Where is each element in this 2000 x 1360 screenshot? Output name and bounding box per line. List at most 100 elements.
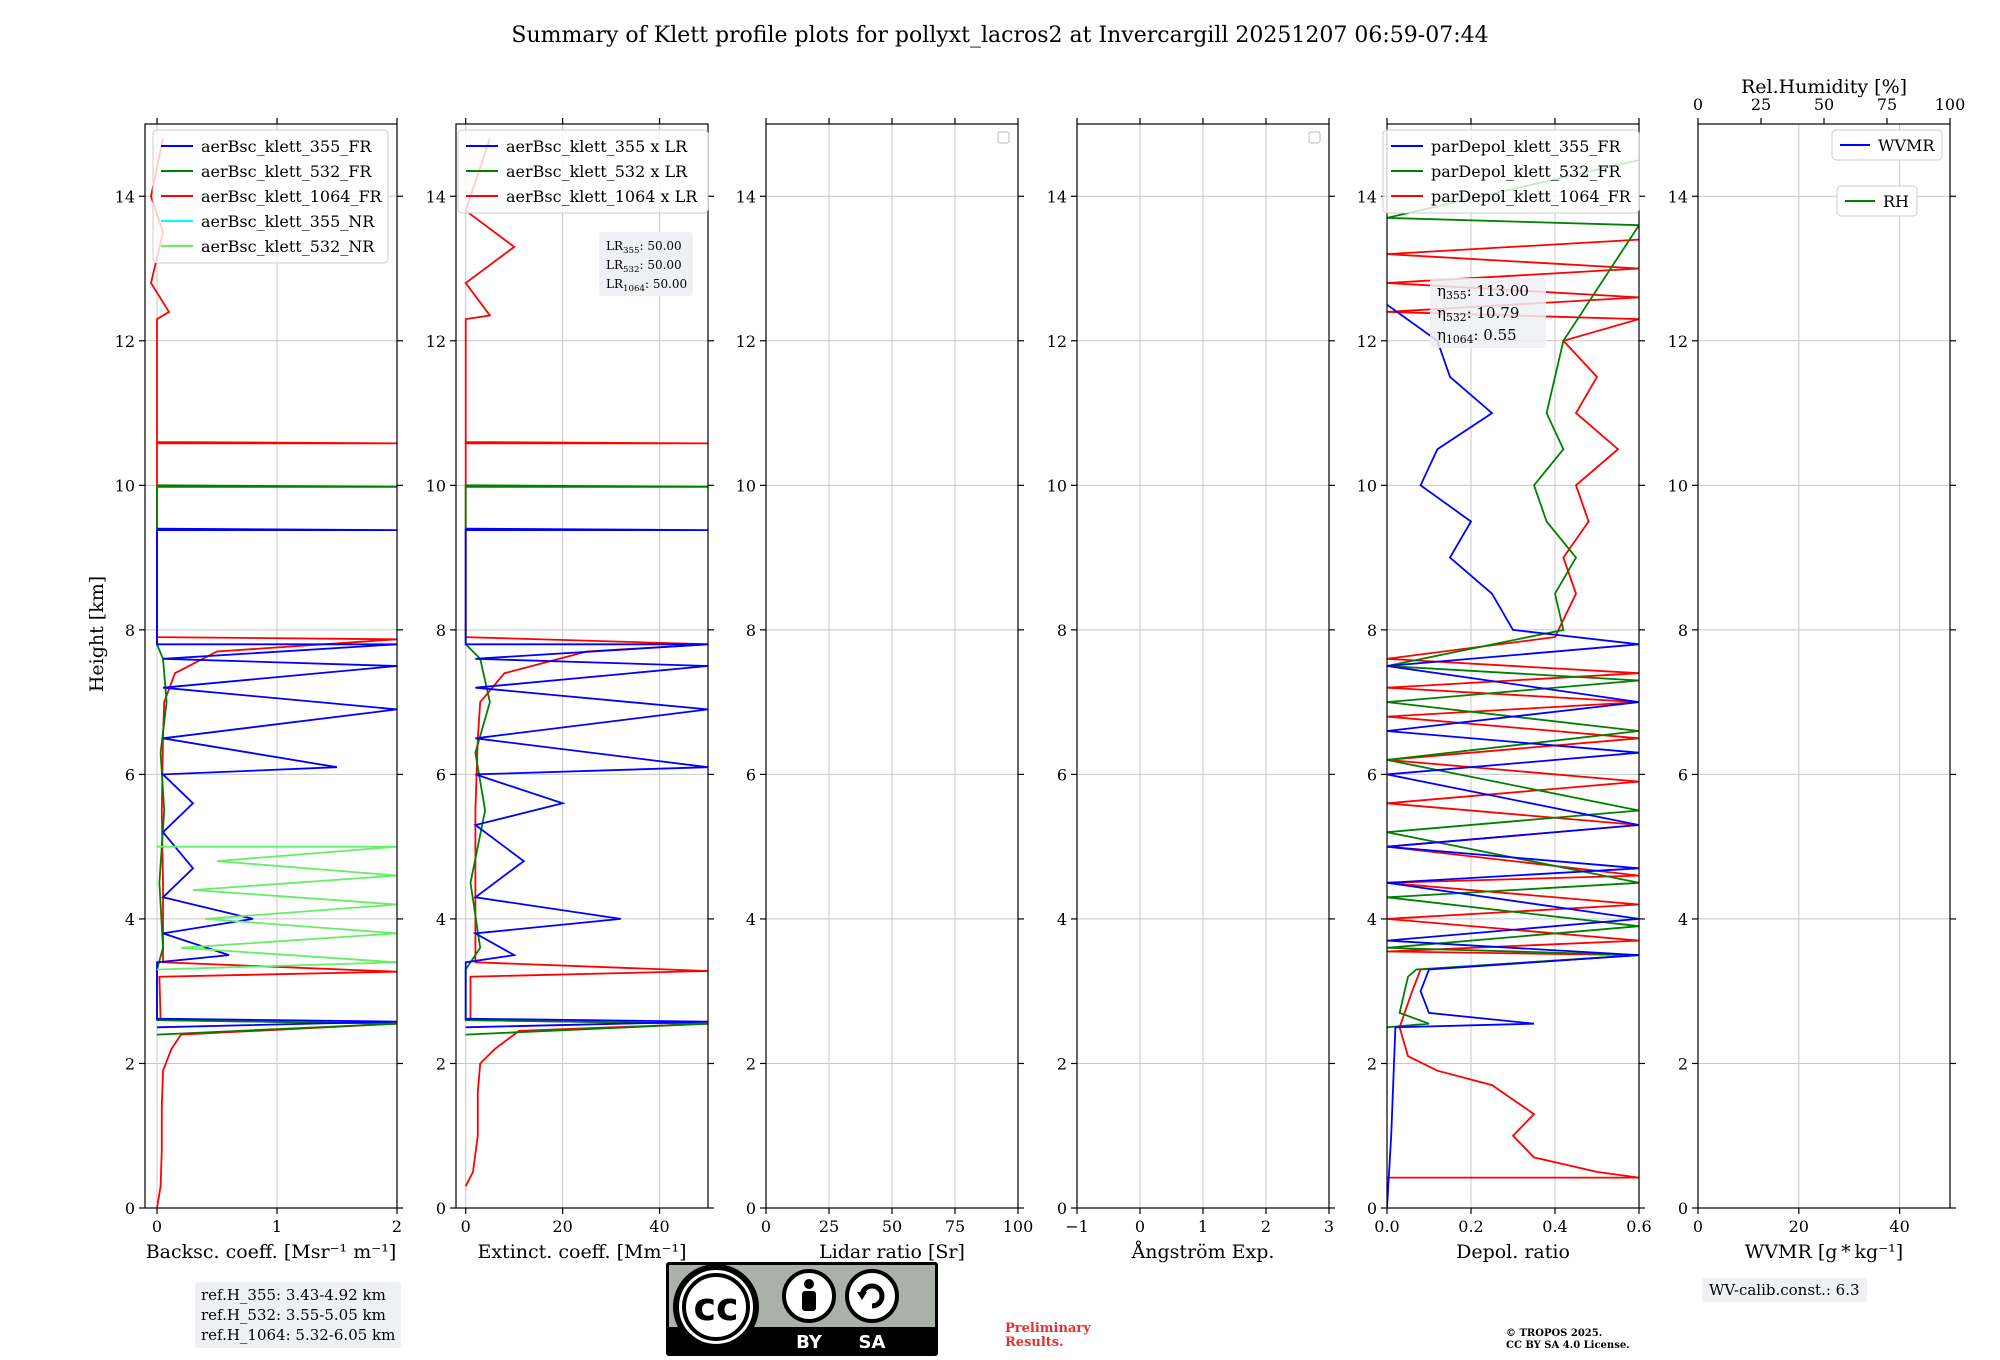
legend-label: RH <box>1883 192 1909 211</box>
top-x-tick-label: 50 <box>1814 95 1834 114</box>
x-tick-label: 40 <box>1889 1217 1909 1236</box>
panel-depolarization: 0 2 4 6 8 10 12 14 0.0 0.2 0.4 0.6 Depol. ratio parDe… <box>1357 118 1652 1263</box>
series-group <box>464 138 708 1187</box>
y-tick-label: 8 <box>436 621 446 640</box>
preliminary-line-2: Results. <box>1005 1335 1064 1350</box>
by-person-icon <box>804 1279 814 1289</box>
x-tick-label: 1 <box>1198 1217 1208 1236</box>
ref-height-532: ref.H_532: 3.55-5.05 km <box>201 1306 386 1324</box>
legend: WVMR RH <box>1831 129 1943 217</box>
top-x-tick-label: 75 <box>1877 95 1897 114</box>
y-tick-label: 0 <box>1057 1199 1067 1218</box>
cc-by-label: BY <box>796 1332 823 1353</box>
y-tick-label: 2 <box>746 1054 756 1073</box>
axes-frame <box>144 123 398 1209</box>
reference-heights-box: ref.H_355: 3.43-4.92 km ref.H_532: 3.55-… <box>195 1282 402 1348</box>
x-axis-label: WVMR [g * kg⁻¹] <box>1745 1241 1903 1263</box>
x-tick-label: 0 <box>461 1217 471 1236</box>
x-tick-label: 0.4 <box>1542 1217 1567 1236</box>
x-tick-label: 0.2 <box>1458 1217 1483 1236</box>
y-tick-label: 6 <box>1057 765 1067 784</box>
x-tick-label: 2 <box>392 1217 402 1236</box>
y-tick-label: 4 <box>1678 910 1688 929</box>
x-tick-label: 0 <box>761 1217 771 1236</box>
x-tick-label: 0 <box>1135 1217 1145 1236</box>
legend-label: aerBsc_klett_355 x LR <box>506 137 688 156</box>
panel-extinction: 0 2 4 6 8 10 12 14 0 20 40 Extinct. coeff. [Mm⁻¹] ae… <box>426 118 714 1263</box>
annotation-box <box>599 232 693 296</box>
x-tick-label: 100 <box>1003 1217 1034 1236</box>
x-tick-label: −1 <box>1065 1217 1089 1236</box>
y-tick-label: 14 <box>736 187 756 206</box>
top-x-tick-label: 0 <box>1693 95 1703 114</box>
legend-frame <box>1831 129 1943 161</box>
legend-label: aerBsc_klett_532 x LR <box>506 162 688 181</box>
y-tick-label: 2 <box>436 1054 446 1073</box>
y-tick-label: 2 <box>1057 1054 1067 1073</box>
cc-by-sa-logo: cc BY SA <box>666 1262 938 1356</box>
x-tick-label: 75 <box>945 1217 965 1236</box>
empty-legend <box>1308 131 1321 144</box>
panel-wvmr: 0 2 4 6 8 10 12 14 0 20 40 WVMR [g * kg⁻¹] 0 25 50 75 10… <box>1668 76 1966 1263</box>
preliminary-line-1: Preliminary <box>1005 1321 1091 1336</box>
y-tick-label: 4 <box>436 910 446 929</box>
legend: parDepol_klett_355_FR parDepol_klett_532_… <box>1382 129 1640 214</box>
y-tick-label: 10 <box>1047 476 1067 495</box>
x-tick-label: 20 <box>552 1217 572 1236</box>
x-tick-label: 20 <box>1789 1217 1809 1236</box>
legend-label: aerBsc_klett_532_NR <box>201 237 375 256</box>
top-x-tick-label: 100 <box>1935 95 1966 114</box>
y-tick-label: 14 <box>1668 187 1688 206</box>
y-tick-label: 4 <box>1057 910 1067 929</box>
y-tick-label: 14 <box>1047 187 1067 206</box>
legend-frame <box>1836 185 1918 217</box>
copyright-line-2: CC BY SA 4.0 License. <box>1506 1340 1630 1351</box>
y-tick-label: 0 <box>746 1199 756 1218</box>
legend-frame <box>152 129 389 264</box>
x-tick-label: 0.0 <box>1374 1217 1399 1236</box>
legend-label: parDepol_klett_1064_FR <box>1431 187 1632 206</box>
legend-label: parDepol_klett_532_FR <box>1431 162 1622 181</box>
y-tick-label: 12 <box>1357 332 1377 351</box>
legend-label: parDepol_klett_355_FR <box>1431 137 1622 156</box>
x-tick-label: 1 <box>272 1217 282 1236</box>
legend-label: WVMR <box>1878 136 1935 155</box>
y-tick-label: 12 <box>426 332 446 351</box>
y-tick-label: 6 <box>746 765 756 784</box>
x-tick-label: 25 <box>819 1217 839 1236</box>
x-axis-label: Lidar ratio [Sr] <box>819 1241 965 1263</box>
ref-height-1064: ref.H_1064: 5.32-6.05 km <box>201 1326 396 1344</box>
x-tick-label: 3 <box>1324 1217 1334 1236</box>
x-tick-label: 50 <box>882 1217 902 1236</box>
y-tick-label: 0 <box>1367 1199 1377 1218</box>
legend-label: aerBsc_klett_355_FR <box>201 137 372 156</box>
series-line-aerBsc_klett_1064_FR <box>150 138 397 1208</box>
y-tick-label: 10 <box>115 476 135 495</box>
y-tick-label: 10 <box>736 476 756 495</box>
wv-calibration-text: WV-calib.const.: 6.3 <box>1709 1281 1860 1299</box>
eta-line: η355: 113.00 <box>1437 282 1529 302</box>
series-line-aerBsc_klett_355_FR <box>156 527 397 1029</box>
y-tick-label: 8 <box>125 621 135 640</box>
x-axis-label: Ångström Exp. <box>1131 1241 1275 1263</box>
x-tick-label: 0 <box>152 1217 162 1236</box>
y-tick-label: 14 <box>1357 187 1377 206</box>
series-line-aerBsc_klett_355 x LR <box>464 527 708 1029</box>
ref-height-355: ref.H_355: 3.43-4.92 km <box>201 1286 386 1304</box>
annotation-box <box>1430 278 1546 348</box>
lidar-ratio-annotation: LR355: 50.00 LR532: 50.00 LR1064: 50.00 <box>599 232 693 296</box>
y-tick-label: 6 <box>436 765 446 784</box>
legend-label: aerBsc_klett_532_FR <box>201 162 372 181</box>
top-x-axis-label: Rel.Humidity [%] <box>1741 76 1907 98</box>
copyright-line-1: © TROPOS 2025. <box>1506 1328 1603 1339</box>
y-tick-label: 10 <box>1357 476 1377 495</box>
y-tick-label: 6 <box>1367 765 1377 784</box>
legend-frame <box>457 129 709 214</box>
cc-sa-label: SA <box>859 1332 886 1353</box>
cc-mark: cc <box>693 1285 738 1329</box>
axes-frame <box>1386 123 1640 1209</box>
series-group <box>150 138 397 1208</box>
series-line-parDepol_klett_355_FR <box>1387 303 1639 1208</box>
